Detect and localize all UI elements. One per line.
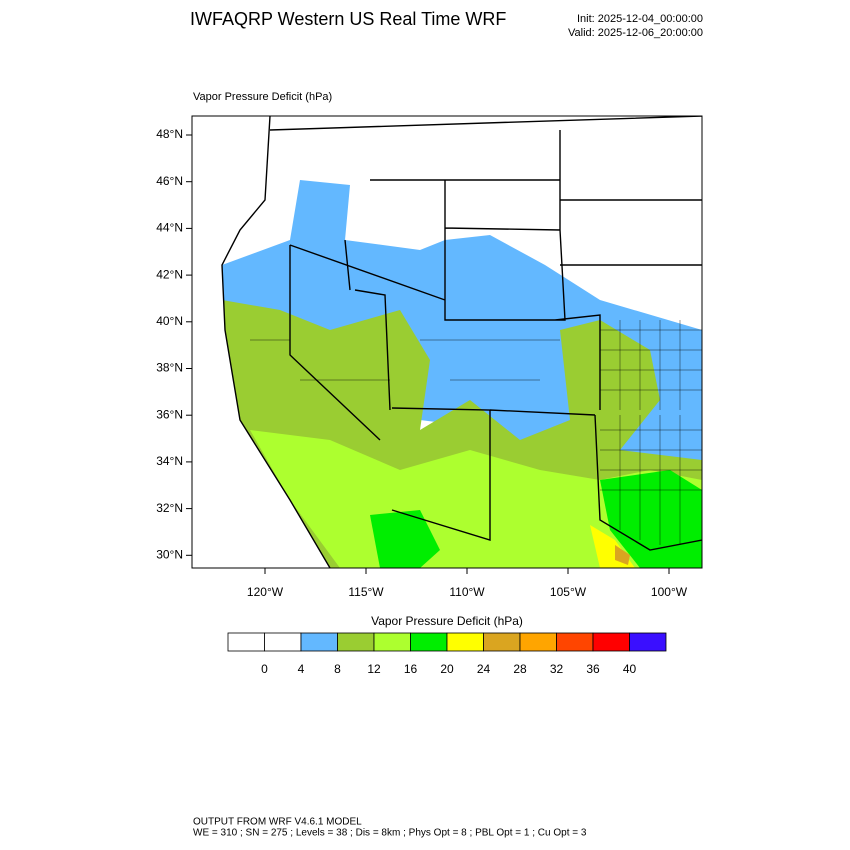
footer-line: WE = 310 ; SN = 275 ; Levels = 38 ; Dis … [193,828,587,839]
lat-label: 42°N [156,267,183,281]
lat-label: 40°N [156,314,183,328]
vpd-region [370,510,440,568]
lat-label: 30°N [156,547,183,561]
lon-label: 115°W [348,585,384,599]
map-frame [191,115,703,569]
lat-label: 36°N [156,407,183,421]
colorbar-box [337,632,375,652]
colorbar-box [264,632,302,652]
footer-line: OUTPUT FROM WRF V4.6.1 MODEL [193,817,362,828]
plot-label: Vapor Pressure Deficit (hPa) [193,91,332,103]
colorbar-box [519,632,557,652]
lon-label: 120°W [247,585,284,599]
title: IWFAQRP Western US Real Time WRF [190,9,506,29]
vpd-region [615,545,630,565]
colorbar-box [592,632,630,652]
colorbar-tick-label: 12 [367,662,381,676]
init-time: Init: 2025-12-04_00:00:00 [577,13,703,25]
lat-label: 34°N [156,454,183,468]
colorbar-box [300,632,338,652]
lat-label: 48°N [156,127,183,141]
colorbar-box [227,632,265,652]
vpd-region [250,430,702,568]
ocean [192,116,330,568]
vpd-region [600,470,702,568]
lon-label: 100°W [651,585,688,599]
lon-label: 110°W [449,585,485,599]
colorbar-box [629,632,667,652]
colorbar-tick-label: 32 [550,662,564,676]
colorbar-tick-label: 16 [404,662,418,676]
colorbar-box [483,632,521,652]
lon-label: 105°W [550,585,587,599]
lat-label: 38°N [156,361,183,375]
colorbar-tick-label: 24 [477,662,491,676]
colorbar-tick-label: 40 [623,662,637,676]
colorbar-tick-label: 36 [586,662,600,676]
colorbar-tick-label: 28 [513,662,527,676]
map [191,115,703,569]
lat-label: 32°N [156,501,183,515]
colorbar-tick-label: 8 [334,662,341,676]
colorbar-box [373,632,411,652]
lat-label: 46°N [156,174,183,188]
colorbar-box [556,632,594,652]
colorbar-tick-label: 20 [440,662,454,676]
colorbar-box [410,632,448,652]
colorbar-box [446,632,484,652]
valid-time: Valid: 2025-12-06_20:00:00 [568,27,703,39]
lat-label: 44°N [156,221,183,235]
colorbar-tick-label: 0 [261,662,268,676]
colorbar-title: Vapor Pressure Deficit (hPa) [371,614,523,628]
colorbar-tick-label: 4 [298,662,305,676]
